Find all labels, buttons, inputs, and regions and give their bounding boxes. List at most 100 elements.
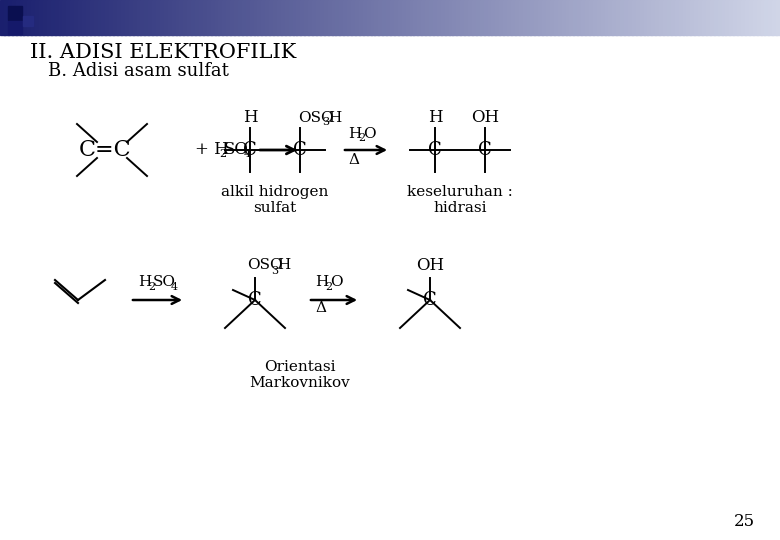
Bar bbox=[640, 0, 644, 35]
Bar bbox=[671, 0, 675, 35]
Bar bbox=[515, 0, 519, 35]
Text: H: H bbox=[348, 127, 361, 141]
Text: alkil hidrogen
sulfat: alkil hidrogen sulfat bbox=[222, 185, 328, 215]
Bar bbox=[16, 0, 20, 35]
Bar bbox=[526, 0, 531, 35]
Text: 2: 2 bbox=[148, 282, 155, 292]
Bar bbox=[308, 0, 313, 35]
Bar bbox=[679, 0, 683, 35]
Text: H: H bbox=[427, 110, 442, 126]
Text: C: C bbox=[293, 141, 307, 159]
Bar bbox=[156, 0, 161, 35]
Bar bbox=[378, 0, 383, 35]
Bar bbox=[675, 0, 679, 35]
Bar bbox=[324, 0, 328, 35]
Bar bbox=[222, 0, 227, 35]
Bar bbox=[690, 0, 695, 35]
Bar bbox=[191, 0, 196, 35]
Bar bbox=[659, 0, 664, 35]
Bar bbox=[226, 0, 231, 35]
Bar bbox=[655, 0, 660, 35]
Bar bbox=[534, 0, 539, 35]
Bar bbox=[300, 0, 305, 35]
Bar bbox=[694, 0, 699, 35]
Bar bbox=[328, 0, 332, 35]
Bar bbox=[714, 0, 718, 35]
Bar bbox=[261, 0, 266, 35]
Bar bbox=[546, 0, 551, 35]
Bar bbox=[597, 0, 601, 35]
Bar bbox=[351, 0, 356, 35]
Bar bbox=[441, 0, 445, 35]
Bar bbox=[776, 0, 780, 35]
Bar bbox=[616, 0, 621, 35]
Bar bbox=[410, 0, 414, 35]
Bar bbox=[144, 0, 149, 35]
Bar bbox=[593, 0, 597, 35]
Bar bbox=[367, 0, 371, 35]
Bar bbox=[172, 0, 176, 35]
Bar bbox=[347, 0, 352, 35]
Bar bbox=[339, 0, 344, 35]
Bar bbox=[624, 0, 629, 35]
Bar bbox=[105, 0, 110, 35]
Bar bbox=[8, 21, 22, 34]
Bar bbox=[176, 0, 180, 35]
Bar bbox=[503, 0, 508, 35]
Text: SO: SO bbox=[224, 140, 249, 158]
Text: H: H bbox=[315, 275, 328, 289]
Bar bbox=[484, 0, 488, 35]
Bar bbox=[581, 0, 586, 35]
Bar bbox=[70, 0, 75, 35]
Bar bbox=[749, 0, 753, 35]
Text: C: C bbox=[248, 291, 262, 309]
Bar bbox=[257, 0, 262, 35]
Text: O: O bbox=[363, 127, 376, 141]
Text: 25: 25 bbox=[734, 514, 755, 530]
Bar bbox=[402, 0, 406, 35]
Bar bbox=[437, 0, 441, 35]
Bar bbox=[343, 0, 348, 35]
Bar bbox=[355, 0, 360, 35]
Bar bbox=[374, 0, 379, 35]
Bar bbox=[136, 0, 141, 35]
Bar bbox=[682, 0, 687, 35]
Bar bbox=[238, 0, 243, 35]
Bar bbox=[464, 0, 469, 35]
Bar bbox=[140, 0, 145, 35]
Bar bbox=[433, 0, 438, 35]
Bar bbox=[698, 0, 703, 35]
Bar bbox=[246, 0, 250, 35]
Bar bbox=[66, 0, 71, 35]
Bar bbox=[710, 0, 714, 35]
Bar bbox=[445, 0, 449, 35]
Bar bbox=[179, 0, 184, 35]
Bar bbox=[456, 0, 461, 35]
Bar bbox=[737, 0, 742, 35]
Bar bbox=[406, 0, 410, 35]
Text: II. ADISI ELEKTROFILIK: II. ADISI ELEKTROFILIK bbox=[30, 43, 296, 62]
Bar bbox=[538, 0, 543, 35]
Bar bbox=[468, 0, 473, 35]
Bar bbox=[320, 0, 324, 35]
Bar bbox=[199, 0, 204, 35]
Bar bbox=[558, 0, 562, 35]
Bar bbox=[429, 0, 434, 35]
Bar bbox=[753, 0, 757, 35]
Bar bbox=[20, 0, 24, 35]
Text: 2: 2 bbox=[358, 133, 365, 143]
Bar bbox=[382, 0, 387, 35]
Bar bbox=[386, 0, 391, 35]
Bar bbox=[74, 0, 79, 35]
Text: Orientasi
Markovnikov: Orientasi Markovnikov bbox=[250, 360, 350, 390]
Bar bbox=[768, 0, 773, 35]
Bar bbox=[460, 0, 465, 35]
Bar bbox=[304, 0, 309, 35]
Bar bbox=[585, 0, 590, 35]
Bar bbox=[741, 0, 746, 35]
Bar bbox=[254, 0, 258, 35]
Bar bbox=[757, 0, 761, 35]
Bar bbox=[316, 0, 321, 35]
Bar bbox=[359, 0, 363, 35]
Bar bbox=[265, 0, 270, 35]
